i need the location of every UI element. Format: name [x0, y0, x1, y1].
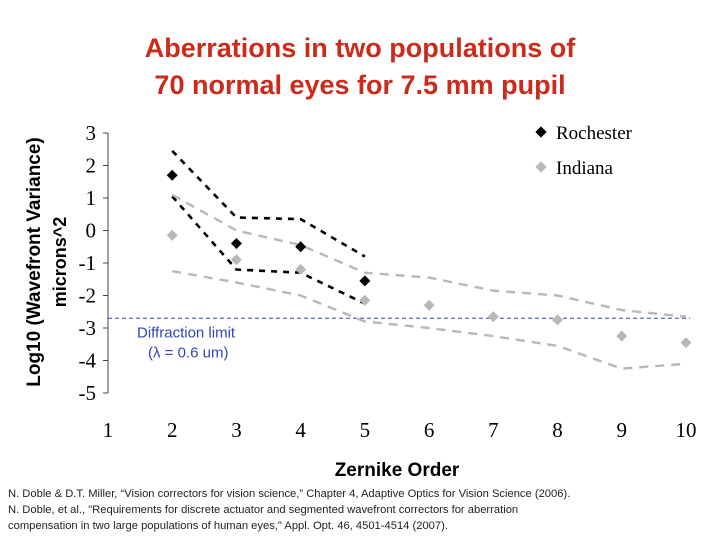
- reference-1: N. Doble & D.T. Miller, “Vision correcto…: [8, 488, 571, 500]
- rochester-band-lower: [171, 195, 366, 305]
- y-tick-label: -1: [79, 251, 97, 275]
- indiana-point: [680, 337, 692, 349]
- data-points: [166, 169, 692, 349]
- reference-2: N. Doble, et al., "Requirements for disc…: [8, 504, 519, 516]
- x-tick-label: 3: [231, 418, 242, 442]
- indiana-point: [423, 299, 435, 311]
- indiana-point: [487, 311, 499, 323]
- legend-label-indiana: Indiana: [556, 158, 614, 179]
- x-axis-label: Zernike Order: [335, 460, 460, 481]
- x-tick-label: 2: [167, 418, 178, 442]
- diffraction-limit-label: Diffraction limit: [137, 324, 236, 341]
- rochester-point: [359, 275, 371, 287]
- x-tick-label: 7: [488, 418, 499, 442]
- y-tick-label: -5: [79, 381, 97, 405]
- indiana-point: [230, 254, 242, 266]
- chart-title-line-1: Aberrations in two populations of: [144, 33, 576, 63]
- indiana-band-lower: [172, 269, 687, 370]
- rochester-point: [166, 169, 178, 181]
- y-tick-label: 3: [86, 121, 97, 145]
- indiana-point: [616, 330, 628, 342]
- indiana-point: [552, 314, 564, 326]
- x-tick-label: 8: [552, 418, 563, 442]
- x-tick-label: 4: [295, 418, 306, 442]
- indiana-point: [359, 294, 371, 306]
- confidence-bands: [171, 149, 687, 370]
- legend-marker-rochester: [535, 126, 547, 138]
- legend: Rochester Indiana: [535, 123, 633, 179]
- x-tick-label: 1: [103, 418, 114, 442]
- y-tick-label: 0: [86, 219, 97, 243]
- legend-marker-indiana: [535, 161, 547, 173]
- y-tick-label: -3: [79, 316, 97, 340]
- rochester-band-upper: [171, 149, 366, 258]
- axes: [103, 132, 109, 394]
- rochester-point: [295, 241, 307, 253]
- y-tick-label: 1: [86, 186, 97, 210]
- indiana-point: [166, 229, 178, 241]
- x-tick-label: 5: [360, 418, 371, 442]
- y-tick-label: -2: [79, 284, 97, 308]
- diffraction-limit-wavelength: (λ = 0.6 um): [148, 344, 228, 361]
- legend-label-rochester: Rochester: [556, 123, 633, 144]
- chart-title-line-2: 70 normal eyes for 7.5 mm pupil: [154, 70, 566, 100]
- indiana-point: [295, 264, 307, 275]
- indiana-band-upper: [171, 193, 687, 318]
- y-axis-label: Log10 (Wavefront Variance): [24, 137, 45, 387]
- reference-3: compensation in two large populations of…: [8, 520, 448, 532]
- chart-title: Aberrations in two populations of 70 nor…: [0, 30, 720, 104]
- y-tick-label: 2: [86, 154, 97, 178]
- references: N. Doble & D.T. Miller, “Vision correcto…: [8, 486, 720, 534]
- y-tick-label: -4: [79, 349, 97, 373]
- x-tick-label: 6: [424, 418, 435, 442]
- x-tick-label: 9: [617, 418, 628, 442]
- rochester-point: [230, 238, 242, 249]
- y-axis-unit-label: microns^2: [50, 217, 70, 308]
- x-tick-label: 10: [676, 418, 697, 442]
